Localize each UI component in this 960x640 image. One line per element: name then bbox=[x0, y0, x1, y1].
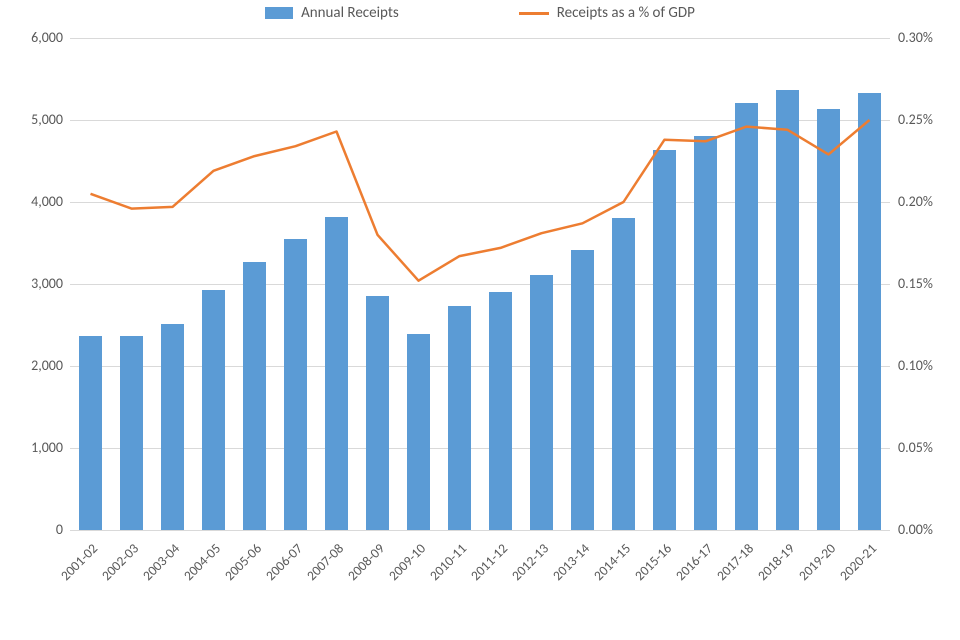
x-tick-label: 2007-08 bbox=[303, 540, 347, 584]
y-right-tick-label: 0.20% bbox=[898, 193, 953, 210]
x-tick-label: 2011-12 bbox=[467, 540, 511, 584]
x-tick-label: 2017-18 bbox=[713, 540, 757, 584]
y-left-tick-label: 0 bbox=[8, 521, 63, 538]
y-left-tick-label: 4,000 bbox=[8, 193, 63, 210]
y-right-tick-label: 0.05% bbox=[898, 439, 953, 456]
line-series bbox=[70, 38, 890, 530]
x-tick-label: 2004-05 bbox=[180, 540, 224, 584]
y-right-tick-label: 0.15% bbox=[898, 275, 953, 292]
x-tick-label: 2019-20 bbox=[795, 540, 839, 584]
x-tick-label: 2001-02 bbox=[57, 540, 101, 584]
x-tick-label: 2006-07 bbox=[262, 540, 306, 584]
line-path bbox=[91, 120, 870, 281]
y-right-tick-label: 0.10% bbox=[898, 357, 953, 374]
x-tick-label: 2010-11 bbox=[426, 540, 470, 584]
legend-item-line: Receipts as a % of GDP bbox=[519, 4, 695, 22]
x-tick-label: 2015-16 bbox=[631, 540, 675, 584]
x-tick-label: 2003-04 bbox=[139, 540, 183, 584]
y-right-tick-label: 0.30% bbox=[898, 29, 953, 46]
legend: Annual Receipts Receipts as a % of GDP bbox=[0, 4, 960, 22]
y-left-tick-label: 1,000 bbox=[8, 439, 63, 456]
legend-swatch-line bbox=[519, 12, 549, 15]
y-left-tick-label: 5,000 bbox=[8, 111, 63, 128]
y-right-tick-label: 0.25% bbox=[898, 111, 953, 128]
x-tick-label: 2016-17 bbox=[672, 540, 716, 584]
legend-label-line: Receipts as a % of GDP bbox=[557, 4, 695, 22]
x-tick-label: 2008-09 bbox=[344, 540, 388, 584]
combo-chart: Annual Receipts Receipts as a % of GDP 0… bbox=[0, 0, 960, 640]
legend-swatch-bar bbox=[265, 7, 293, 19]
x-tick-label: 2014-15 bbox=[590, 540, 634, 584]
x-tick-label: 2005-06 bbox=[221, 540, 265, 584]
x-tick-label: 2013-14 bbox=[549, 540, 593, 584]
x-tick-label: 2002-03 bbox=[98, 540, 142, 584]
x-tick-label: 2012-13 bbox=[508, 540, 552, 584]
x-tick-label: 2018-19 bbox=[754, 540, 798, 584]
gridline bbox=[70, 530, 890, 531]
legend-item-bars: Annual Receipts bbox=[265, 4, 399, 22]
y-left-tick-label: 6,000 bbox=[8, 29, 63, 46]
x-tick-label: 2009-10 bbox=[385, 540, 429, 584]
legend-label-bars: Annual Receipts bbox=[301, 4, 399, 22]
y-left-tick-label: 3,000 bbox=[8, 275, 63, 292]
y-left-tick-label: 2,000 bbox=[8, 357, 63, 374]
y-right-tick-label: 0.00% bbox=[898, 521, 953, 538]
plot-area: 00.00%1,0000.05%2,0000.10%3,0000.15%4,00… bbox=[70, 38, 890, 530]
x-tick-label: 2020-21 bbox=[836, 540, 880, 584]
